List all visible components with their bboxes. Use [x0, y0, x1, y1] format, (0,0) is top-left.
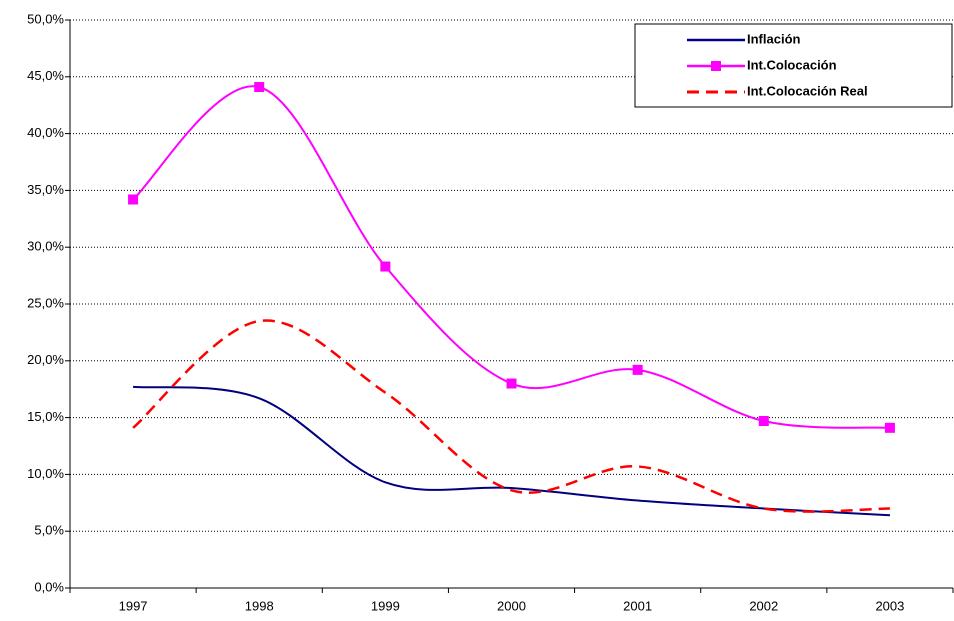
y-tick-label: 50,0%	[27, 11, 64, 26]
y-tick-label: 25,0%	[27, 295, 64, 310]
y-tick-label: 30,0%	[27, 239, 64, 254]
legend-label: Inflación	[747, 31, 801, 46]
marker	[380, 261, 391, 272]
x-tick-label: 2003	[875, 598, 904, 613]
marker	[254, 82, 265, 93]
legend-label: Int.Colocación	[747, 57, 837, 72]
y-tick-label: 0,0%	[34, 579, 64, 594]
series-line	[132, 319, 890, 513]
marker	[632, 364, 643, 375]
y-tick-label: 45,0%	[27, 68, 64, 83]
legend-label: Int.Colocación Real	[747, 83, 868, 98]
y-tick-label: 40,0%	[27, 125, 64, 140]
marker	[758, 416, 769, 427]
series-line	[132, 85, 890, 429]
x-tick-label: 2000	[497, 598, 526, 613]
x-tick-label: 1997	[119, 598, 148, 613]
y-tick-label: 5,0%	[34, 523, 64, 538]
y-tick-label: 35,0%	[27, 182, 64, 197]
marker	[506, 378, 517, 389]
x-tick-label: 1998	[245, 598, 274, 613]
y-tick-label: 20,0%	[27, 352, 64, 367]
x-tick-label: 1999	[371, 598, 400, 613]
y-tick-label: 10,0%	[27, 466, 64, 481]
series-line	[132, 385, 890, 517]
marker	[128, 194, 139, 205]
marker	[884, 422, 895, 433]
y-tick-label: 15,0%	[27, 409, 64, 424]
x-tick-label: 2001	[623, 598, 652, 613]
x-tick-label: 2002	[749, 598, 778, 613]
legend-marker	[711, 61, 721, 71]
